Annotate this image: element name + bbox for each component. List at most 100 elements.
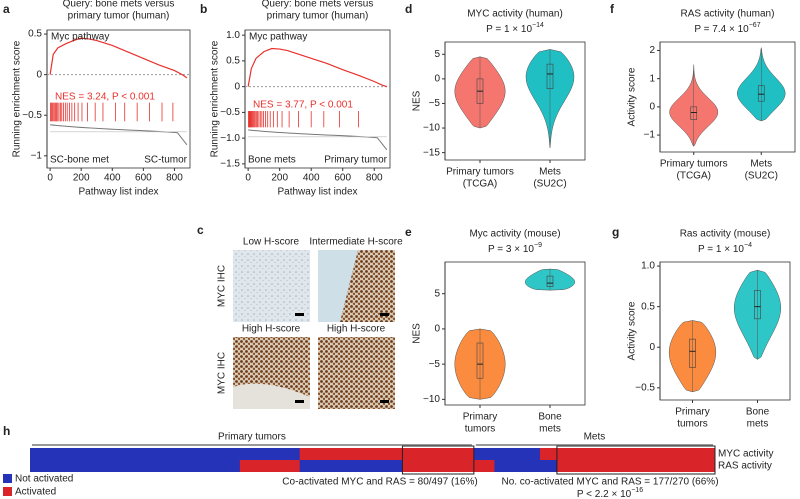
p-value: P = 3 × 10−9 [488, 242, 542, 255]
box [757, 85, 765, 102]
y-tick-label: −5 [429, 359, 441, 370]
enrichment-line [49, 37, 188, 79]
x-tick-label: Primary tumors [446, 167, 514, 178]
x-tick-label: tumors [465, 424, 496, 435]
p-text: P = 1 × 10 [486, 24, 532, 35]
chart-title: MYC activity (human) [467, 9, 563, 20]
y-tick-label: 0 [649, 342, 655, 353]
activated-run [299, 448, 474, 460]
legend-swatch [3, 474, 12, 483]
y-tick-label: −10 [423, 394, 440, 405]
panel-label: a [3, 2, 10, 16]
enrichment-line [247, 47, 388, 88]
y-tick-label: 5 [434, 288, 440, 299]
right-label: SC-tumor [144, 155, 187, 166]
p-text: P = 3 × 10 [488, 244, 534, 255]
image-label: Low H-score [243, 237, 300, 248]
chart-title: Myc activity (mouse) [469, 229, 560, 240]
y-tick-label: −1.0 [220, 133, 240, 144]
x-tick-label: mets [539, 424, 561, 435]
y-tick-label: −0.5 [635, 382, 655, 393]
p-text: P < 2.2 × 10 [577, 489, 632, 499]
y-tick-label: 1.0 [226, 30, 240, 41]
y-tick-label: 5 [434, 49, 440, 60]
legend-swatch [3, 487, 12, 496]
x-tick-label: Primary [463, 412, 497, 423]
ihc-background [318, 250, 358, 322]
x-tick-label: 800 [366, 173, 383, 184]
y-tick-label: 2 [649, 45, 655, 56]
p-exponent: −9 [534, 242, 542, 249]
x-tick-label: (SU2C) [533, 179, 566, 190]
box [546, 275, 554, 287]
p-exponent: −16 [631, 487, 643, 494]
note: Co-activated MYC and RAS = 80/497 (16%) [282, 477, 477, 488]
x-tick-label: 600 [135, 173, 152, 184]
y-axis-label: NES [412, 90, 423, 111]
y-tick-label: 1 [649, 73, 655, 84]
ihc-background [233, 383, 310, 409]
ihc-image [318, 337, 395, 409]
x-axis-label: Pathway list index [277, 187, 357, 198]
x-tick-label: tumors [677, 419, 708, 430]
nes-annotation: NES = 3.24, P < 0.001 [55, 91, 155, 102]
activated-run [473, 460, 495, 472]
p-value: P < 2.2 × 10−16 [577, 487, 643, 499]
panel-label: h [3, 424, 10, 438]
box [690, 106, 698, 120]
chart-title: primary tumor (human) [267, 11, 369, 22]
chart-title: Query: bone mets versus [63, 0, 175, 10]
activated-run [239, 460, 300, 472]
y-tick-label: 0.5 [226, 56, 240, 67]
group-label: Primary tumors [218, 432, 286, 443]
chart-title: Ras activity (mouse) [680, 229, 771, 240]
box [754, 290, 761, 320]
p-text: P = 1 × 10 [698, 244, 744, 255]
x-tick-label: Primary [675, 407, 709, 418]
y-axis-label: Activity score [627, 301, 638, 360]
panel-label: c [197, 223, 204, 237]
left-label: Bone mets [248, 155, 296, 166]
x-tick-label: 200 [271, 173, 288, 184]
panel-label: b [200, 2, 207, 16]
x-tick-label: 200 [73, 173, 90, 184]
y-tick-label: −10 [423, 123, 440, 134]
chart-title: primary tumor (human) [68, 11, 170, 22]
y-tick-label: 0.5 [641, 301, 655, 312]
chart-title: RAS activity (human) [681, 9, 775, 20]
x-tick-label: 600 [334, 173, 351, 184]
note: No. co-activated MYC and RAS = 177/270 (… [501, 477, 718, 488]
x-tick-label: Bone [538, 412, 562, 423]
ihc-image [233, 250, 310, 322]
activated-run [539, 448, 715, 460]
panel-label: f [610, 2, 615, 16]
x-tick-label: 400 [104, 173, 121, 184]
panel-label: d [405, 2, 412, 16]
x-tick-label: 0 [47, 173, 53, 184]
y-axis-label: Running enrichment score [210, 40, 221, 157]
panel-label: g [612, 225, 619, 239]
y-tick-label: 0.5 [28, 29, 42, 40]
image-label: Intermediate H-score [309, 237, 403, 248]
image-label: High H-score [242, 324, 301, 335]
x-tick-label: Primary tumors [660, 159, 728, 170]
p-text: P = 7.4 × 10 [694, 24, 749, 35]
x-tick-label: mets [747, 419, 769, 430]
row-label: MYC IHC [217, 352, 228, 394]
y-tick-label: −1 [31, 150, 43, 161]
p-value: P = 1 × 10−14 [486, 22, 544, 35]
scale-bar [380, 400, 389, 403]
y-tick-label: 0 [234, 81, 240, 92]
y-tick-label: 0 [649, 102, 655, 113]
coactivation-box [401, 445, 475, 475]
x-tick-label: Mets [750, 159, 772, 170]
row-label: RAS activity [718, 461, 772, 472]
x-tick-label: Mets [539, 167, 561, 178]
activated-run [402, 460, 474, 472]
box [546, 63, 554, 90]
y-tick-label: 0 [434, 324, 440, 335]
y-tick-label: −0.5 [22, 110, 42, 121]
x-tick-label: (SU2C) [745, 171, 778, 182]
y-tick-label: 0 [434, 74, 440, 85]
